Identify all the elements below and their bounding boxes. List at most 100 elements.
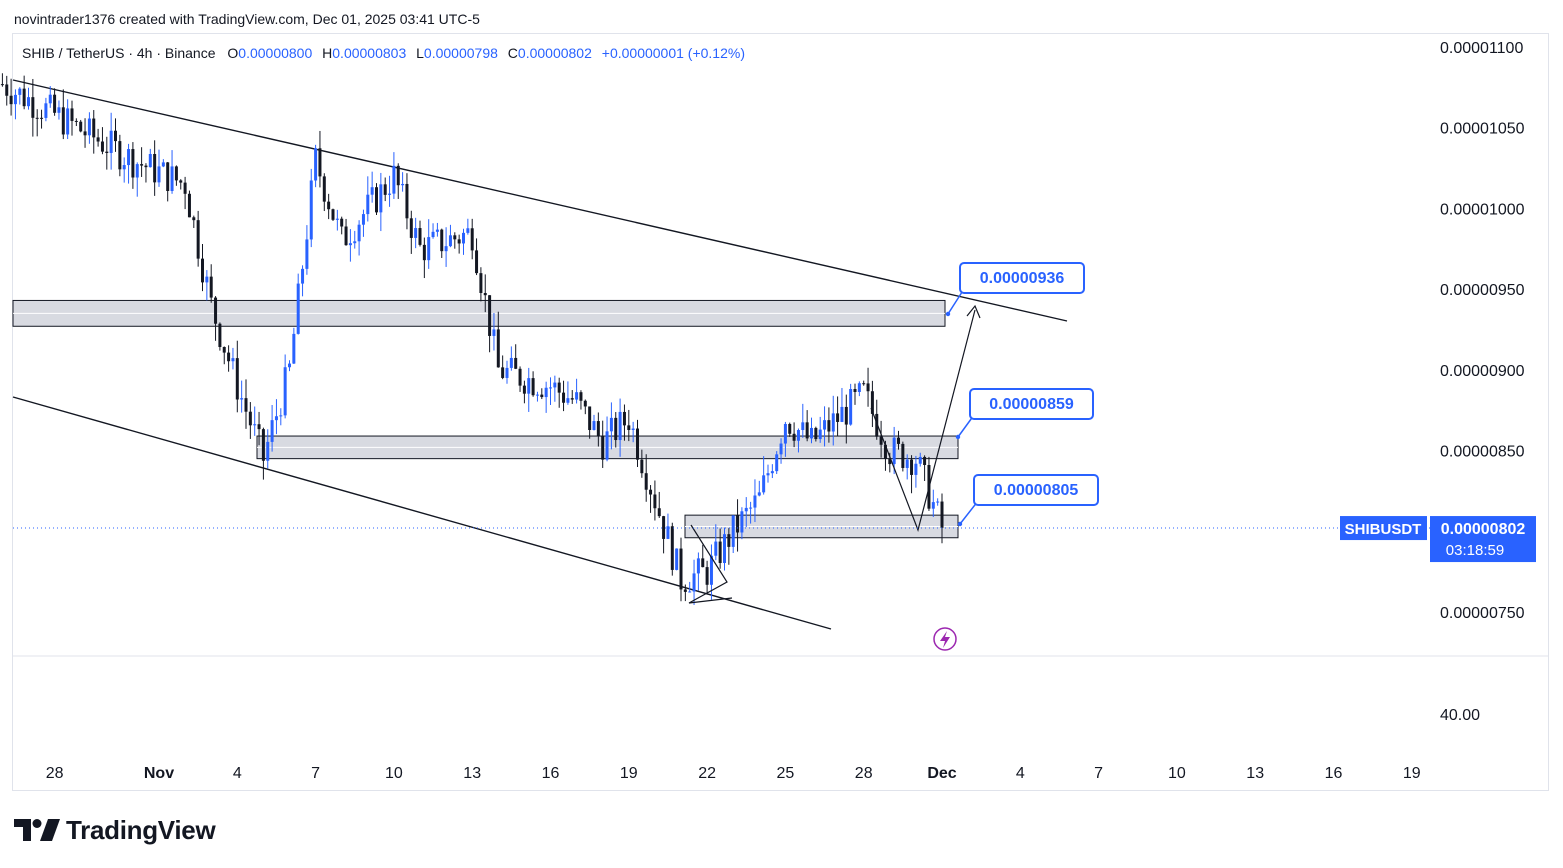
x-tick-label: 10	[385, 765, 403, 782]
candle-down	[331, 209, 335, 220]
candle-up	[370, 187, 374, 195]
candle-up	[127, 149, 131, 166]
candle-down	[844, 406, 848, 425]
candle-down	[187, 193, 191, 218]
x-tick-label: 7	[311, 765, 320, 782]
candle-down	[583, 400, 587, 407]
candle-down	[257, 424, 261, 430]
candle-up	[44, 103, 48, 118]
low-value: 0.00000798	[423, 45, 498, 61]
candle-up	[936, 501, 940, 503]
candle-up	[775, 454, 779, 472]
candle-down	[235, 358, 239, 400]
candle-down	[514, 357, 518, 369]
candle-down	[96, 137, 100, 142]
candle-up	[801, 422, 805, 431]
candle-up	[353, 241, 357, 244]
candle-up	[549, 387, 552, 389]
candle-down	[683, 589, 687, 592]
candle-down	[670, 526, 674, 570]
candle-down	[457, 239, 461, 244]
x-tick-label: 25	[777, 765, 795, 782]
candle-down	[248, 411, 252, 426]
candle-down	[636, 428, 639, 460]
symbol-tag-label: SHIBUSDT	[1345, 521, 1422, 538]
candle-down	[727, 534, 731, 547]
candle-down	[557, 382, 561, 393]
candle-down	[83, 131, 87, 136]
candle-down	[827, 420, 831, 432]
candle-down	[614, 417, 618, 441]
candle-down	[209, 276, 213, 298]
triangle-pattern-drawing[interactable]	[688, 524, 733, 604]
candle-up	[740, 511, 744, 533]
channel-lower-line[interactable]	[12, 396, 832, 630]
candle-down	[344, 226, 348, 246]
arrow-head-icon	[966, 304, 981, 319]
last-price-label: 0.00000802	[1441, 521, 1526, 538]
candle-up	[492, 329, 496, 336]
symbol-tag[interactable]	[1340, 516, 1427, 541]
candle-down	[644, 473, 648, 490]
candle-up	[892, 437, 896, 465]
candle-up	[427, 237, 431, 261]
channel-upper-line[interactable]	[12, 79, 1068, 322]
candle-down	[105, 151, 109, 153]
x-tick-label: 16	[1325, 765, 1343, 782]
candle-up	[766, 473, 770, 476]
candle-down	[788, 423, 792, 434]
candle-up	[161, 162, 165, 167]
candle-up	[688, 591, 692, 593]
callout-anchor-dot	[957, 521, 963, 527]
candle-up	[283, 367, 287, 416]
candle-down	[679, 548, 683, 590]
candle-up	[770, 471, 774, 474]
last-price-tag[interactable]	[1430, 516, 1536, 563]
candle-up	[18, 88, 22, 95]
candle-up	[810, 427, 813, 439]
candle-down	[662, 516, 666, 539]
candle-up	[274, 416, 278, 421]
candle-down	[114, 130, 117, 142]
close-label: C	[507, 45, 518, 61]
price-callout-box[interactable]	[959, 262, 1085, 294]
candle-up	[796, 430, 800, 441]
candle-up	[609, 417, 613, 432]
candle-up	[914, 463, 918, 475]
candle-down	[35, 117, 39, 119]
candle-down	[653, 494, 657, 509]
candle-down	[518, 368, 522, 386]
candle-up	[544, 387, 548, 398]
price-callout-box[interactable]	[969, 388, 1094, 420]
candle-down	[883, 444, 887, 459]
candle-down	[440, 229, 444, 252]
candle-down	[418, 228, 422, 245]
candle-up	[714, 541, 718, 556]
x-tick-label: 13	[1246, 765, 1264, 782]
candle-down	[0, 84, 4, 86]
candle-up	[723, 534, 726, 563]
projection-path-drawing[interactable]	[870, 309, 976, 532]
x-tick-label: 16	[542, 765, 560, 782]
candle-down	[340, 218, 344, 227]
candle-down	[540, 394, 544, 398]
candle-down	[214, 297, 218, 324]
candle-down	[9, 95, 13, 105]
candle-down	[657, 508, 661, 517]
candle-down	[174, 166, 178, 181]
candle-up	[253, 424, 257, 426]
candle-up	[831, 413, 835, 432]
candle-up	[783, 423, 787, 444]
x-tick-label: 4	[233, 765, 242, 782]
tradingview-logo[interactable]: TradingView	[14, 814, 216, 846]
candle-down	[579, 392, 583, 401]
candle-down	[244, 398, 248, 412]
candle-up	[931, 502, 935, 509]
high-label: H	[322, 45, 333, 61]
candle-up	[305, 239, 309, 269]
candle-down	[144, 165, 148, 168]
price-callout-box[interactable]	[973, 474, 1099, 506]
symbol-label[interactable]: SHIB / TetherUS · 4h · Binance	[22, 45, 216, 61]
candle-up	[314, 148, 318, 181]
